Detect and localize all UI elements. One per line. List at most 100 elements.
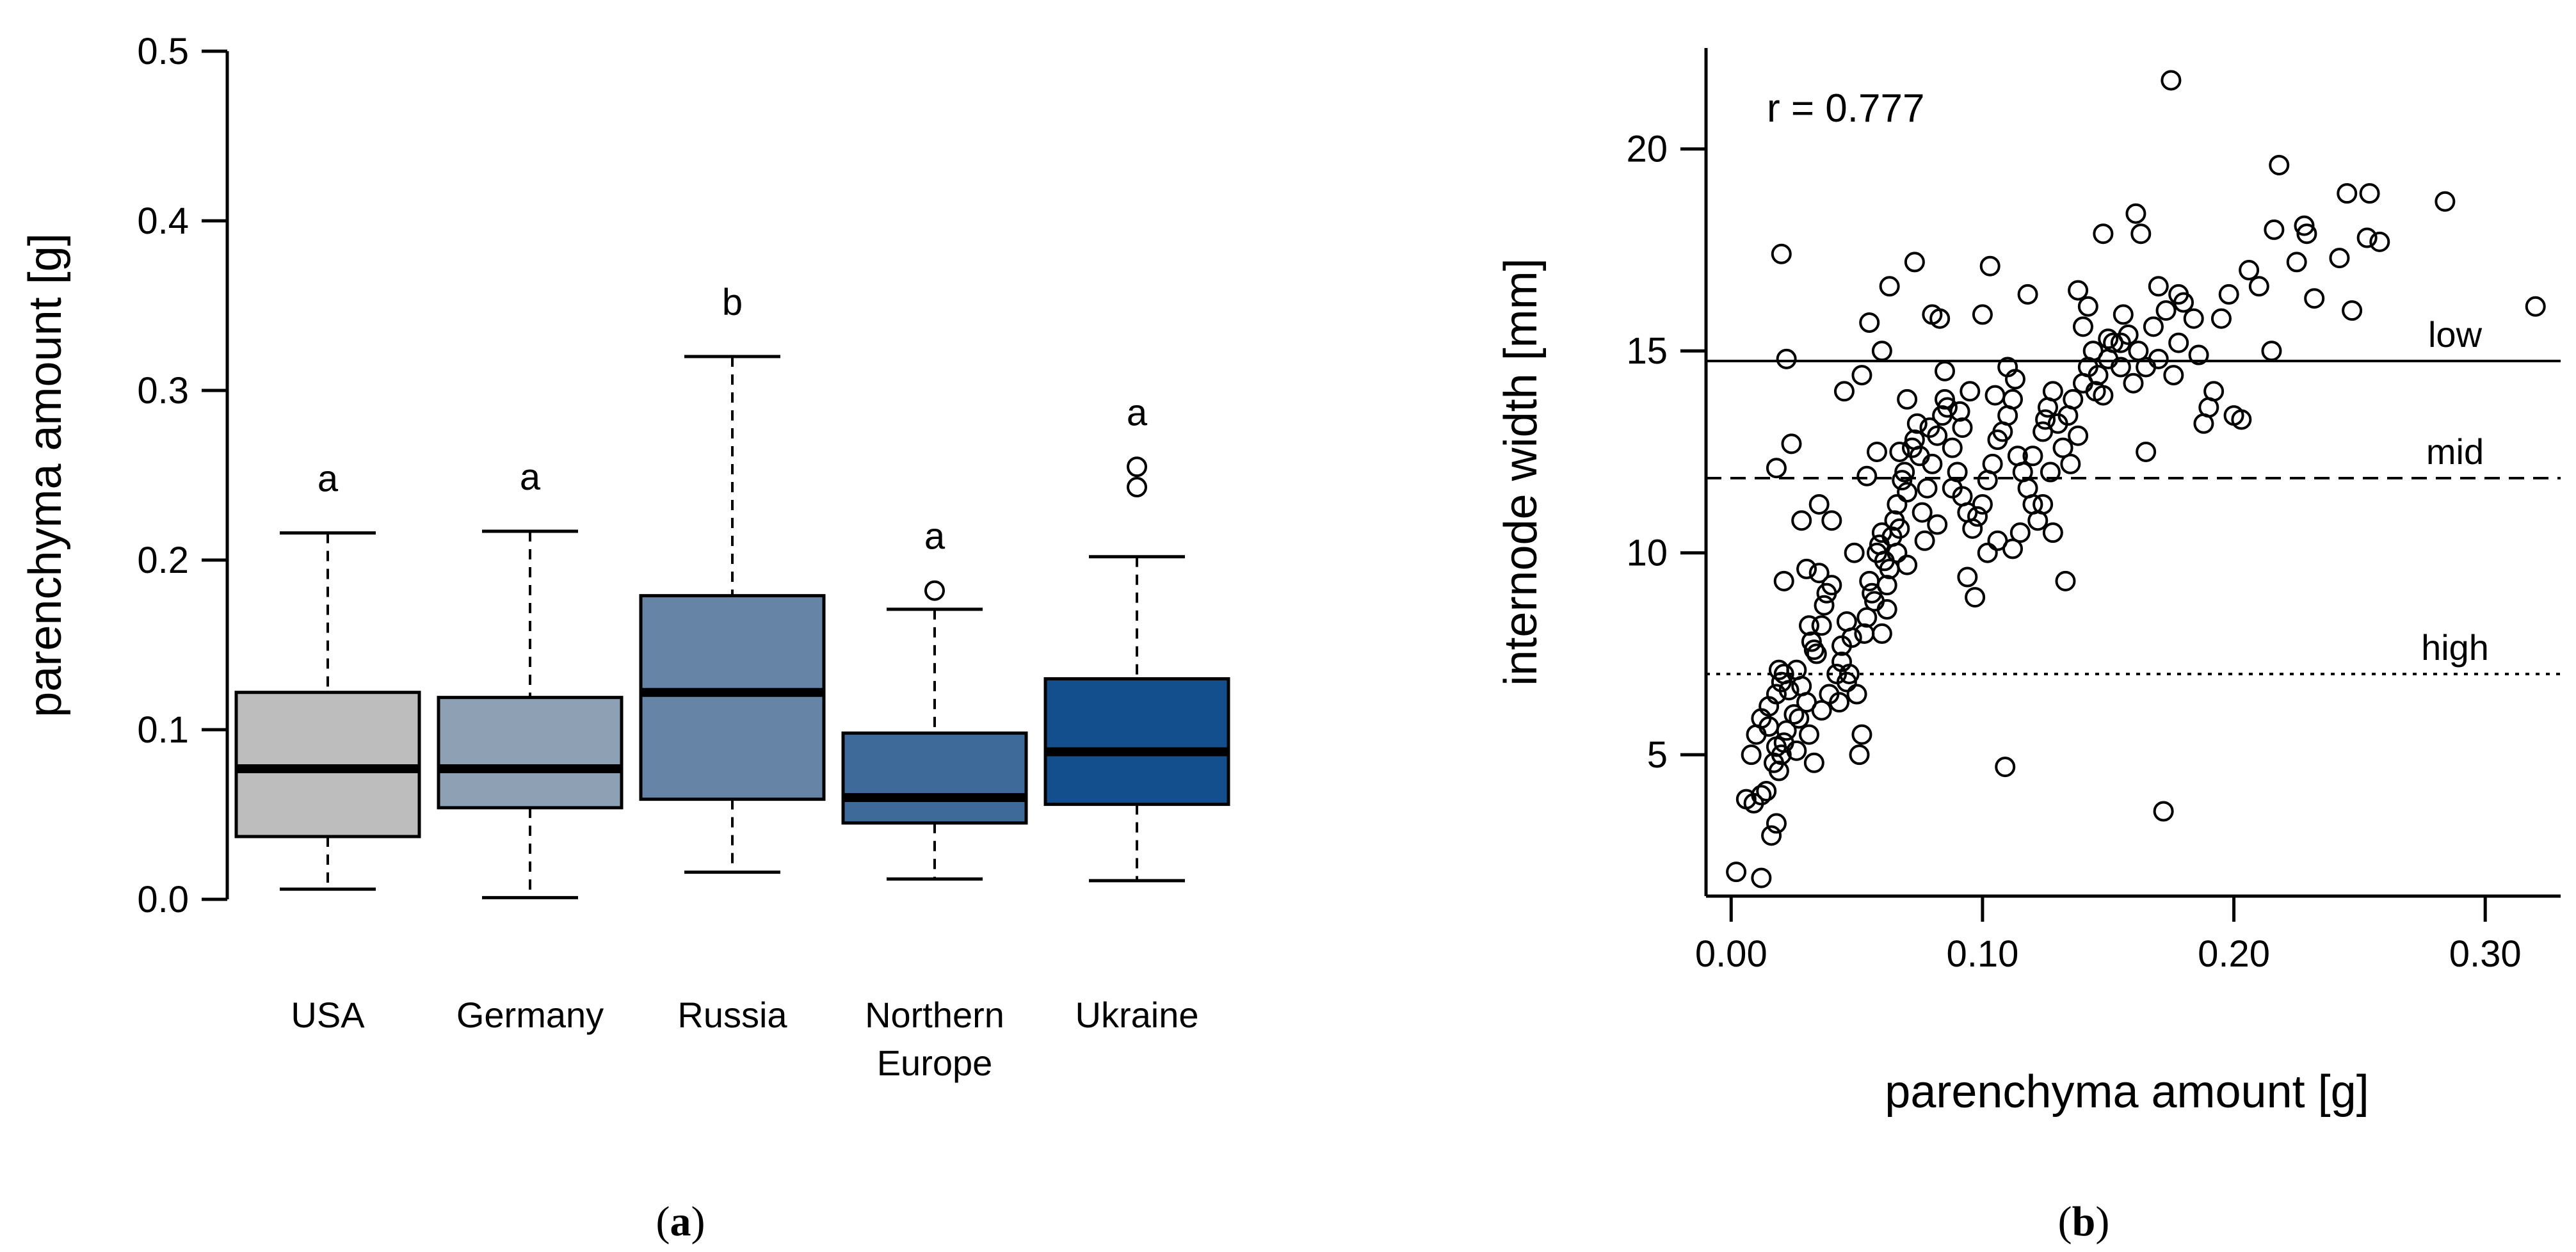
scatter-point bbox=[2155, 300, 2177, 321]
scatter-y-tick-label: 5 bbox=[1647, 734, 1668, 776]
scatter-point bbox=[2183, 308, 2204, 329]
box-northern-europe: a bbox=[841, 516, 1028, 881]
scatter-point bbox=[2143, 316, 2164, 337]
scatter-point bbox=[2153, 801, 2174, 822]
scatter-point bbox=[2218, 284, 2239, 305]
scatter-point bbox=[2248, 276, 2269, 297]
box-outlier bbox=[924, 580, 945, 601]
box-usa: a bbox=[234, 458, 421, 891]
scatter-point bbox=[2342, 300, 2363, 321]
significance-letter: a bbox=[924, 516, 946, 558]
scatter-point bbox=[2168, 284, 2189, 305]
scatter-point bbox=[1919, 417, 1940, 438]
boxplot-y-tick-label: 0.3 bbox=[137, 370, 189, 412]
scatter-point bbox=[2269, 154, 2290, 175]
scatter-point bbox=[1761, 825, 1782, 846]
scatter-point bbox=[2239, 260, 2260, 281]
scatter-point bbox=[1783, 704, 1805, 725]
scatter-point bbox=[2110, 357, 2131, 378]
scatter-reference-lines: low mid high bbox=[1706, 314, 2561, 675]
scatter-point bbox=[2002, 389, 2024, 410]
scatter-point bbox=[1771, 243, 1792, 264]
scatter-point bbox=[2063, 389, 2084, 410]
scatter-point bbox=[2088, 365, 2109, 386]
scatter-point bbox=[1768, 760, 1789, 782]
scatter-point bbox=[1972, 494, 1993, 515]
scatter-point bbox=[1914, 530, 1935, 551]
reference-line-label: low bbox=[2428, 314, 2483, 355]
scatter-point bbox=[2286, 252, 2307, 273]
scatter-point bbox=[2052, 437, 2073, 458]
scatter-point bbox=[1766, 458, 1787, 479]
scatter-point bbox=[2210, 308, 2232, 329]
scatter-point bbox=[1897, 554, 1918, 575]
scatter-point bbox=[2093, 223, 2114, 245]
boxplot-y-tick-label: 0.2 bbox=[137, 540, 189, 581]
scatter-point bbox=[2113, 304, 2134, 325]
scatter-y-tick-label: 20 bbox=[1626, 129, 1668, 170]
scatter-point bbox=[2017, 284, 2038, 305]
scatter-point bbox=[1798, 615, 1819, 636]
scatter-point bbox=[2033, 494, 2054, 515]
scatter-point bbox=[1912, 502, 1933, 523]
scatter-point bbox=[1811, 615, 1832, 636]
box-russia: b bbox=[639, 282, 826, 874]
scatter-y-ticks: 5 10 15 20 bbox=[1626, 129, 1706, 776]
scatter-point bbox=[1942, 478, 1963, 499]
scatter-point bbox=[1778, 680, 1799, 701]
scatter-point bbox=[2203, 381, 2225, 402]
scatter-point bbox=[1851, 724, 1872, 745]
scatter-point bbox=[2123, 373, 2144, 394]
scatter-point bbox=[1894, 461, 1915, 483]
scatter-point bbox=[1766, 813, 1787, 834]
panel-a-caption: (a) bbox=[656, 1198, 705, 1245]
scatter-x-tick-label: 0.20 bbox=[2198, 933, 2270, 975]
scatter-point bbox=[2369, 231, 2390, 252]
boxplot-boxes: a a b a a bbox=[234, 282, 1230, 899]
scatter-y-tick-label: 10 bbox=[1626, 533, 1668, 574]
category-label-line: Northern bbox=[865, 995, 1004, 1035]
boxplot-y-axis-title: parenchyma amount [g] bbox=[20, 233, 71, 717]
scatter-point bbox=[1897, 389, 1918, 410]
scatter-point bbox=[1831, 635, 1853, 656]
scatter-point bbox=[1906, 413, 1928, 434]
scatter-point bbox=[2264, 219, 2285, 240]
scatter-point bbox=[1929, 308, 1951, 329]
scatter-point bbox=[1786, 740, 1807, 761]
scatter-point bbox=[1879, 276, 1900, 297]
scatter-point bbox=[2168, 332, 2189, 353]
scatter-point bbox=[1814, 595, 1835, 616]
scatter-point bbox=[1995, 757, 2016, 778]
scatter-point bbox=[2068, 280, 2089, 301]
scatter-point bbox=[1962, 518, 1983, 539]
scatter-point bbox=[1867, 441, 1887, 462]
scatter-point bbox=[1776, 348, 1797, 369]
scatter-point bbox=[1871, 341, 1892, 362]
scatter-point bbox=[2072, 316, 2093, 337]
panel-b-caption: (b) bbox=[2058, 1198, 2110, 1245]
scatter-point bbox=[1766, 684, 1787, 705]
scatter-point bbox=[2068, 425, 2089, 446]
scatter-point bbox=[2110, 332, 2131, 353]
boxplot-category-labels: USA Germany Russia Northern Europe Ukraine bbox=[291, 995, 1198, 1083]
box-ukraine: a bbox=[1043, 392, 1230, 883]
scatter-point bbox=[1856, 607, 1878, 628]
significance-letter: a bbox=[318, 458, 339, 500]
scatter-point bbox=[2136, 441, 2157, 462]
category-label: Northern Europe bbox=[865, 995, 1004, 1083]
scatter-point bbox=[1851, 365, 1872, 386]
scatter-point bbox=[2004, 369, 2025, 390]
scatter-point bbox=[2296, 223, 2317, 245]
scatter-x-tick-label: 0.30 bbox=[2449, 933, 2522, 975]
significance-letter: b bbox=[722, 282, 743, 323]
scatter-point bbox=[2002, 538, 2024, 559]
scatter-x-tick-label: 0.00 bbox=[1695, 933, 1767, 975]
scatter-y-tick-label: 15 bbox=[1626, 330, 1668, 372]
scatter-point bbox=[1887, 542, 1908, 563]
scatter-point bbox=[1768, 659, 1789, 680]
scatter-point bbox=[2130, 223, 2152, 245]
scatter-point bbox=[1751, 785, 1772, 806]
scatter-point bbox=[1922, 453, 1943, 474]
boxplot-y-tick-label: 0.0 bbox=[137, 879, 189, 920]
